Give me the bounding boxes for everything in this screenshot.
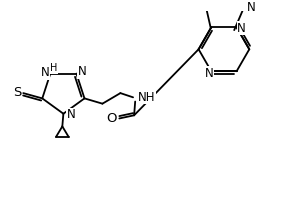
Text: N: N <box>67 108 75 121</box>
Text: N: N <box>237 22 246 35</box>
Text: N: N <box>205 67 214 80</box>
Text: H: H <box>50 63 57 73</box>
Text: N: N <box>40 66 49 79</box>
Text: O: O <box>107 112 117 125</box>
Text: S: S <box>13 86 21 99</box>
Text: NH: NH <box>138 91 156 104</box>
Text: N: N <box>77 65 86 78</box>
Text: N: N <box>247 1 255 14</box>
